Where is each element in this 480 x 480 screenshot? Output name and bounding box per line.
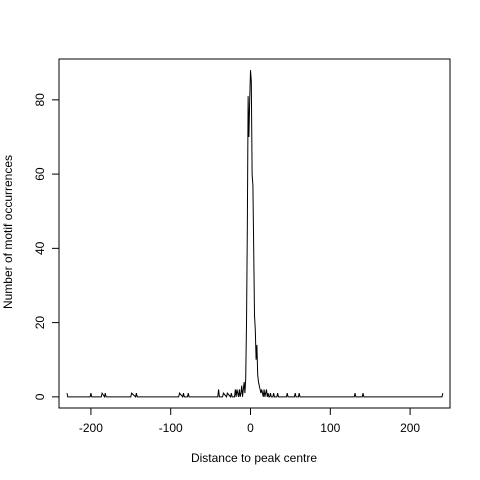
y-tick-label: 80 bbox=[33, 93, 47, 107]
y-tick-label: 0 bbox=[33, 393, 47, 400]
x-tick-label: 100 bbox=[320, 421, 340, 435]
x-tick-label: -200 bbox=[79, 421, 103, 435]
x-axis-title: Distance to peak centre bbox=[191, 451, 317, 465]
x-tick-label: 200 bbox=[400, 421, 420, 435]
y-axis: 0 20 40 60 80 bbox=[33, 93, 60, 400]
x-tick-label: 0 bbox=[247, 421, 254, 435]
x-axis: -200 -100 0 100 200 bbox=[79, 407, 420, 435]
x-tick-label: -100 bbox=[159, 421, 183, 435]
y-tick-label: 40 bbox=[33, 241, 47, 255]
plot-frame bbox=[58, 58, 451, 409]
y-tick-label: 60 bbox=[33, 167, 47, 181]
y-axis-title: Number of motif occurrences bbox=[1, 155, 15, 309]
series-line bbox=[66, 70, 444, 399]
y-tick-label: 20 bbox=[33, 316, 47, 330]
